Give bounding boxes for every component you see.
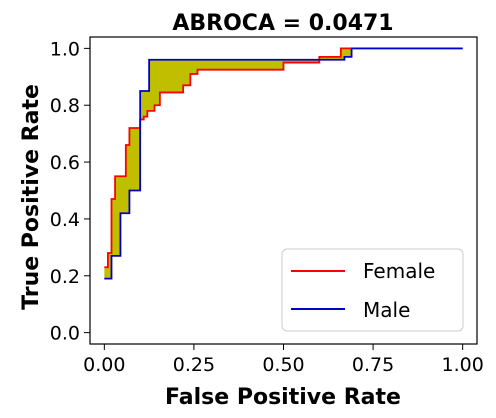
x-tick-label: 0.75 — [352, 354, 394, 376]
x-axis-ticks: 0.00 0.25 0.50 0.75 1.00 — [83, 344, 484, 376]
legend: Female Male — [281, 248, 464, 332]
legend-label-male: Male — [363, 298, 410, 322]
series-line-female — [104, 47, 463, 269]
y-axis-label: True Positive Rate — [19, 84, 44, 310]
y-tick-label: 0.4 — [50, 209, 80, 231]
x-tick-label: 0.25 — [173, 354, 215, 376]
y-tick-label: 0.2 — [50, 266, 80, 288]
x-axis-label: False Positive Rate — [165, 385, 401, 410]
series-line-male — [104, 47, 463, 280]
x-tick-label: 0.50 — [262, 354, 304, 376]
x-tick-label: 1.00 — [442, 354, 484, 376]
y-axis-ticks: 0.0 0.2 0.4 0.6 0.8 1.0 — [50, 38, 90, 345]
x-tick-label: 0.00 — [83, 354, 125, 376]
chart-title: ABROCA = 0.0471 — [172, 11, 393, 36]
y-tick-label: 0.8 — [50, 95, 80, 117]
series-lines — [104, 47, 463, 280]
abroca-fill-area — [104, 48, 463, 279]
y-tick-label: 1.0 — [50, 38, 80, 60]
y-tick-label: 0.6 — [50, 152, 80, 174]
y-tick-label: 0.0 — [50, 323, 80, 345]
fill-between-area — [104, 48, 463, 279]
legend-label-female: Female — [363, 259, 435, 283]
legend-box — [281, 248, 464, 332]
